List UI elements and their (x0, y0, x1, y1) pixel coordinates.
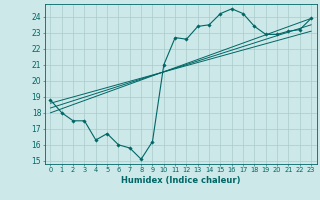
X-axis label: Humidex (Indice chaleur): Humidex (Indice chaleur) (121, 176, 241, 185)
